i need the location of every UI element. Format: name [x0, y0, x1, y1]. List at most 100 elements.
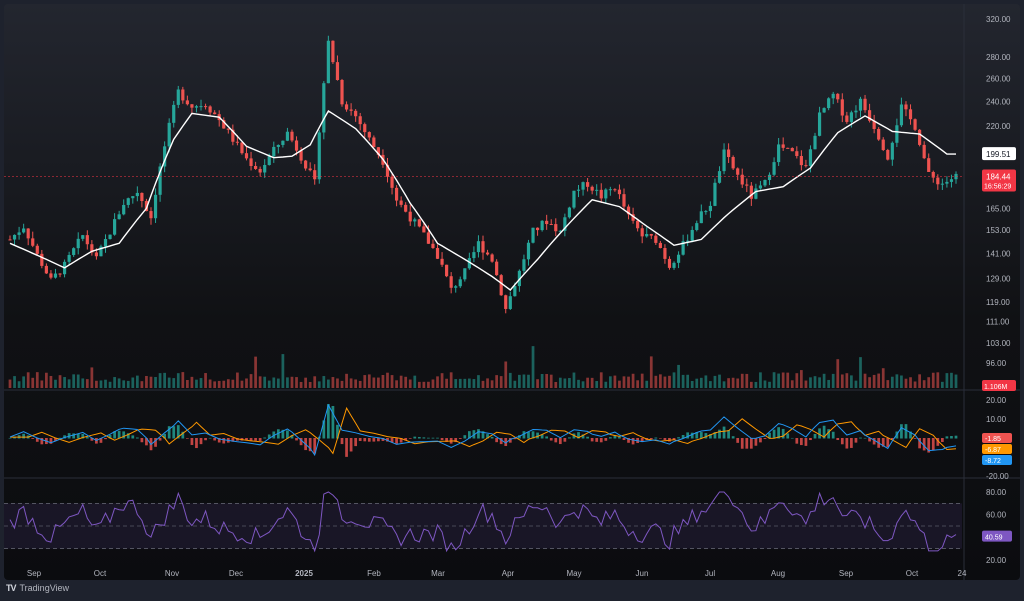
chart-svg[interactable]: 320.00 280.00 260.00 240.00 220.00 165.00 153.… — [4, 4, 1020, 580]
volume-bar — [176, 373, 180, 388]
rsi-line — [9, 491, 957, 553]
volume-bar — [872, 374, 876, 388]
time-axis-label: Oct — [906, 569, 919, 578]
candle-body — [699, 211, 703, 224]
volume-bar — [122, 380, 126, 388]
macd-histogram-bar — [945, 436, 949, 439]
candle-body — [745, 184, 749, 186]
volume-bar — [440, 373, 444, 388]
macd-histogram-bar — [727, 430, 730, 439]
volume-bar — [190, 376, 194, 388]
candle-body — [317, 132, 321, 180]
candle-body — [599, 189, 603, 199]
macd-histogram-bar — [613, 435, 617, 439]
macd-value-label: -8.72 — [985, 458, 1001, 465]
volume-bar — [386, 372, 389, 388]
macd-histogram-bar — [190, 438, 194, 445]
candle-body — [8, 239, 12, 241]
price-tick-label: 165.00 — [986, 204, 1011, 213]
volume-bar — [240, 380, 244, 388]
macd-histogram-bar — [831, 431, 835, 439]
macd-line — [9, 403, 957, 457]
macd-histogram-bar — [140, 438, 144, 443]
macd-histogram-bar — [922, 438, 926, 451]
candle-body — [676, 254, 681, 263]
candle-body — [895, 125, 899, 143]
candle-body — [440, 258, 444, 265]
volume-bar — [85, 379, 89, 388]
volume-bar — [859, 357, 862, 388]
macd-histogram-bar — [145, 438, 148, 446]
macd-histogram-bar — [63, 435, 66, 439]
candle-body — [67, 254, 71, 262]
tradingview-logo-icon: TV — [6, 583, 16, 593]
candle-body — [194, 106, 199, 108]
macd-histogram-bar — [126, 433, 130, 439]
volume-bar — [395, 380, 398, 388]
time-axis-label: Oct — [94, 569, 107, 578]
volume-bar — [777, 373, 780, 388]
macd-histogram-bar — [704, 433, 708, 439]
macd-histogram-bar — [590, 438, 594, 442]
macd-histogram-bar — [195, 438, 198, 449]
volume-bar — [745, 373, 749, 388]
candle-body — [449, 276, 453, 288]
macd-histogram-bar — [736, 438, 740, 443]
macd-histogram-bar — [640, 438, 644, 443]
macd-histogram-bar — [699, 432, 703, 439]
macd-histogram-bar — [427, 437, 430, 439]
candle-body — [313, 170, 317, 180]
candle-body — [617, 189, 622, 195]
macd-histogram-bar — [800, 438, 803, 446]
volume-bar — [417, 381, 421, 388]
volume-bar — [304, 377, 307, 388]
candle-body — [263, 164, 267, 173]
macd-histogram-bar — [395, 438, 398, 444]
candle-body — [790, 148, 794, 152]
candle-body — [167, 122, 171, 147]
macd-histogram-bar — [131, 435, 135, 439]
macd-histogram-bar — [163, 433, 166, 439]
macd-histogram-bar — [340, 438, 344, 445]
candle-body — [867, 110, 872, 121]
candle-body — [686, 240, 690, 242]
candle-body — [581, 182, 585, 190]
volume-bar — [913, 381, 917, 388]
macd-histogram-bar — [58, 437, 62, 439]
macd-histogram-bar — [631, 438, 635, 445]
volume-bar — [22, 376, 26, 388]
candle-body — [472, 252, 476, 259]
candle-body — [299, 150, 303, 161]
candle-body — [531, 227, 535, 243]
macd-histogram-bar — [381, 438, 385, 441]
macd-histogram-bar — [254, 438, 257, 441]
candle-body — [385, 164, 390, 177]
candle-body — [881, 139, 885, 151]
chart-area[interactable]: 320.00 280.00 260.00 240.00 220.00 165.00 153.… — [4, 4, 1020, 580]
volume-bar — [618, 380, 621, 388]
macd-histogram-bar — [327, 404, 330, 439]
volume-bar — [58, 375, 62, 388]
candle-body — [817, 112, 822, 136]
macd-histogram-bar — [722, 426, 726, 439]
candle-body — [931, 171, 935, 178]
candle-body — [622, 194, 626, 207]
volume-bar — [140, 381, 144, 388]
macd-histogram-bar — [217, 438, 221, 443]
volume-bar — [709, 381, 712, 388]
time-axis-label: 24 — [958, 569, 967, 578]
macd-histogram-bar — [577, 432, 580, 439]
macd-histogram-bar — [99, 438, 103, 443]
candle-body — [918, 129, 922, 145]
branding-footer[interactable]: TV TradingView — [6, 581, 69, 595]
candle-body — [463, 268, 467, 280]
macd-histogram-bar — [499, 438, 503, 445]
candle-body — [731, 157, 735, 169]
candle-body — [827, 98, 831, 109]
candle-body — [17, 232, 21, 235]
volume-bar — [522, 374, 526, 388]
macd-histogram-bar — [654, 437, 658, 439]
candle-body — [549, 224, 553, 226]
candle-body — [631, 214, 635, 221]
candle-body — [513, 286, 517, 297]
